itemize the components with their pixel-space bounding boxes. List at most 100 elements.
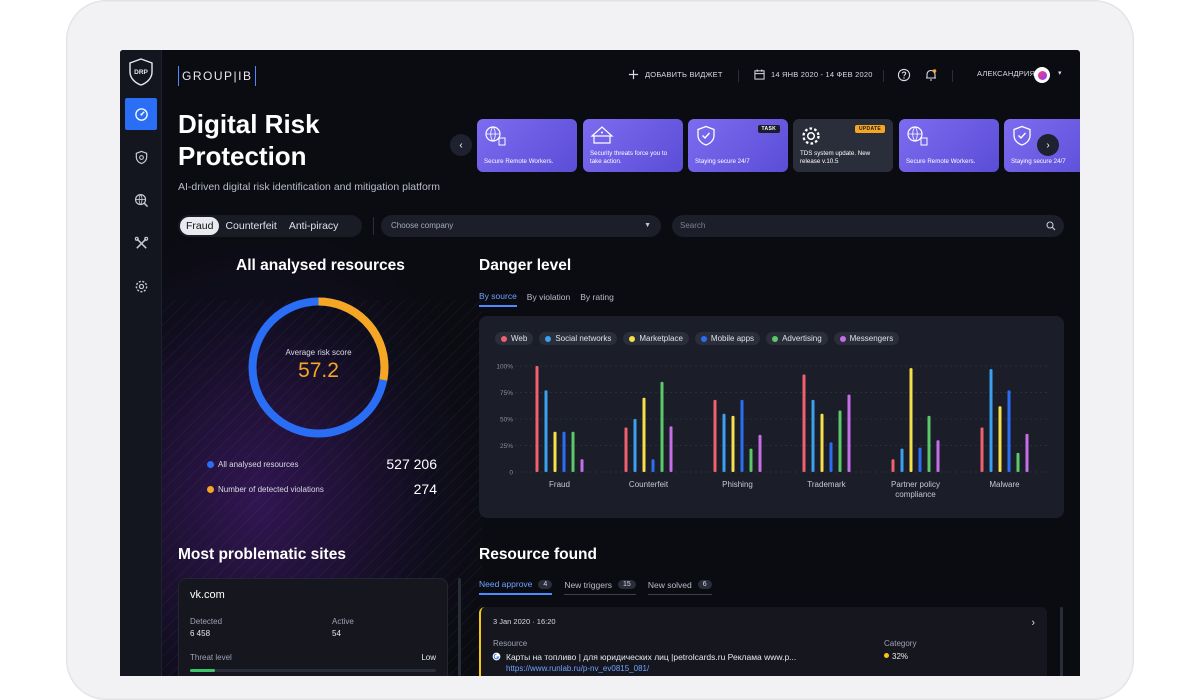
- avatar[interactable]: [1034, 67, 1050, 83]
- resource-item[interactable]: 3 Jan 2020 · 16:20 Resource Карты на топ…: [479, 607, 1047, 676]
- bar-advertising-partner-policy-compliance[interactable]: [927, 415, 931, 472]
- card-text: Security threats force you to take actio…: [590, 150, 668, 165]
- bar-social-networks-phishing[interactable]: [722, 413, 726, 472]
- bar-advertising-counterfeit[interactable]: [660, 381, 664, 472]
- resource-link[interactable]: https://www.runlab.ru/p-nv_ev0815_081/: [506, 664, 650, 673]
- help-icon[interactable]: [897, 68, 911, 82]
- bar-marketplace-partner-policy-compliance[interactable]: [909, 368, 913, 472]
- bar-web-partner-policy-compliance[interactable]: [891, 459, 895, 472]
- task-badge: TASK: [757, 125, 780, 133]
- bar-marketplace-fraud[interactable]: [553, 431, 557, 472]
- bar-social-networks-malware[interactable]: [989, 369, 993, 472]
- filter-divider: [373, 217, 374, 235]
- tab-by-violation[interactable]: By violation: [526, 292, 571, 302]
- date-range-picker[interactable]: 14 ЯНВ 2020 - 14 ФЕВ 2020: [754, 69, 873, 80]
- bar-marketplace-malware[interactable]: [998, 406, 1002, 472]
- bar-messengers-trademark[interactable]: [847, 394, 851, 472]
- segment-fraud[interactable]: Fraud: [180, 217, 220, 235]
- carousel-prev-button[interactable]: ‹: [450, 134, 472, 156]
- site-card[interactable]: vk.com Detected 6 458 Active 54 Threat l…: [178, 578, 448, 676]
- bar-advertising-fraud[interactable]: [571, 431, 575, 472]
- news-card[interactable]: TASK Staying secure 24/7: [688, 119, 788, 172]
- bar-advertising-trademark[interactable]: [838, 410, 842, 472]
- bar-mobile-apps-counterfeit[interactable]: [651, 459, 655, 472]
- update-badge: UPDATE: [855, 125, 885, 133]
- bell-icon[interactable]: [924, 68, 938, 82]
- bar-web-fraud[interactable]: [535, 366, 539, 472]
- analysed-label: All analysed resources: [218, 460, 299, 469]
- risk-score-arc: [248, 297, 389, 438]
- legend-dot: [545, 335, 552, 342]
- legend-item-mobile-apps[interactable]: Mobile apps: [694, 332, 761, 345]
- legend-item-social-networks[interactable]: Social networks: [539, 332, 618, 345]
- bar-web-counterfeit[interactable]: [624, 427, 628, 472]
- search-input[interactable]: Search: [672, 215, 1064, 237]
- legend-item-web[interactable]: Web: [495, 332, 534, 345]
- segment-counterfeit[interactable]: Counterfeit: [225, 220, 277, 232]
- legend-label: Social networks: [555, 334, 612, 343]
- group-ib-logo[interactable]: GROUP|IB: [178, 66, 257, 86]
- bar-social-networks-trademark[interactable]: [811, 399, 815, 472]
- carousel-next-button[interactable]: ›: [1037, 134, 1059, 156]
- legend-item-marketplace[interactable]: Marketplace: [623, 332, 689, 345]
- sidebar-item-dashboard[interactable]: [125, 98, 157, 130]
- bar-mobile-apps-partner-policy-compliance[interactable]: [918, 447, 922, 472]
- tab-need-approve[interactable]: Need approve 4: [479, 579, 553, 595]
- tab-by-rating[interactable]: By rating: [580, 292, 614, 302]
- legend-dot: [839, 335, 846, 342]
- resource-scrollbar[interactable]: [1060, 607, 1063, 676]
- news-card[interactable]: UPDATE TDS system update. New release v.…: [793, 119, 893, 172]
- sidebar-item-search[interactable]: [125, 184, 157, 216]
- add-widget-button[interactable]: ДОБАВИТЬ ВИДЖЕТ: [628, 69, 723, 80]
- bar-web-trademark[interactable]: [802, 374, 806, 472]
- legend-item-advertising[interactable]: Advertising: [766, 332, 828, 345]
- bar-messengers-counterfeit[interactable]: [669, 426, 673, 472]
- sidebar: DRP: [120, 50, 162, 676]
- bar-mobile-apps-phishing[interactable]: [740, 399, 744, 472]
- site-name[interactable]: vk.com: [190, 589, 225, 601]
- bar-mobile-apps-fraud[interactable]: [562, 431, 566, 472]
- news-card[interactable]: Security threats force you to take actio…: [583, 119, 683, 172]
- category-label: Category: [884, 639, 917, 648]
- legend-label: Web: [511, 334, 528, 343]
- legend-item-messengers[interactable]: Messengers: [833, 332, 900, 345]
- tab-new-triggers[interactable]: New triggers 15: [564, 579, 636, 595]
- tab-new-solved[interactable]: New solved 6: [647, 579, 712, 595]
- bar-messengers-phishing[interactable]: [758, 434, 762, 472]
- bar-messengers-malware[interactable]: [1025, 433, 1029, 472]
- bar-marketplace-phishing[interactable]: [731, 415, 735, 472]
- bar-messengers-partner-policy-compliance[interactable]: [936, 440, 940, 472]
- topbar-divider: [883, 70, 884, 82]
- bar-marketplace-trademark[interactable]: [820, 413, 824, 472]
- sidebar-item-settings[interactable]: [125, 270, 157, 302]
- segment-anti-piracy[interactable]: Anti-piracy: [288, 220, 339, 232]
- bar-advertising-malware[interactable]: [1016, 452, 1020, 472]
- page-subtitle: AI-driven digital risk identification an…: [178, 181, 441, 193]
- bar-mobile-apps-trademark[interactable]: [829, 442, 833, 472]
- avg-risk-label: Average risk score: [285, 348, 352, 357]
- bar-messengers-fraud[interactable]: [580, 459, 584, 472]
- bar-web-malware[interactable]: [980, 427, 984, 472]
- bar-web-phishing[interactable]: [713, 399, 717, 472]
- sidebar-item-threats[interactable]: [125, 141, 157, 173]
- tab-by-source[interactable]: By source: [479, 291, 517, 307]
- user-name[interactable]: АЛЕКСАНДРИЯ: [977, 69, 1036, 78]
- analysed-title: All analysed resources: [236, 257, 405, 274]
- chevron-right-icon[interactable]: ›: [1031, 617, 1035, 629]
- chevron-down-icon[interactable]: ▾: [1058, 70, 1062, 77]
- bar-advertising-phishing[interactable]: [749, 448, 753, 472]
- drp-logo[interactable]: DRP: [128, 58, 154, 86]
- bar-social-networks-counterfeit[interactable]: [633, 419, 637, 472]
- x-category-label: compliance: [895, 490, 936, 499]
- sites-scrollbar[interactable]: [458, 578, 461, 676]
- bar-mobile-apps-malware[interactable]: [1007, 390, 1011, 472]
- company-select[interactable]: Choose company ▼: [381, 215, 661, 237]
- resource-date: 3 Jan 2020 · 16:20: [493, 617, 556, 626]
- bar-social-networks-fraud[interactable]: [544, 390, 548, 472]
- news-card[interactable]: Secure Remote Workers.: [899, 119, 999, 172]
- news-card[interactable]: Secure Remote Workers.: [477, 119, 577, 172]
- sidebar-item-tools[interactable]: [125, 227, 157, 259]
- bar-social-networks-partner-policy-compliance[interactable]: [900, 448, 904, 472]
- search-placeholder: Search: [680, 221, 706, 230]
- bar-marketplace-counterfeit[interactable]: [642, 397, 646, 472]
